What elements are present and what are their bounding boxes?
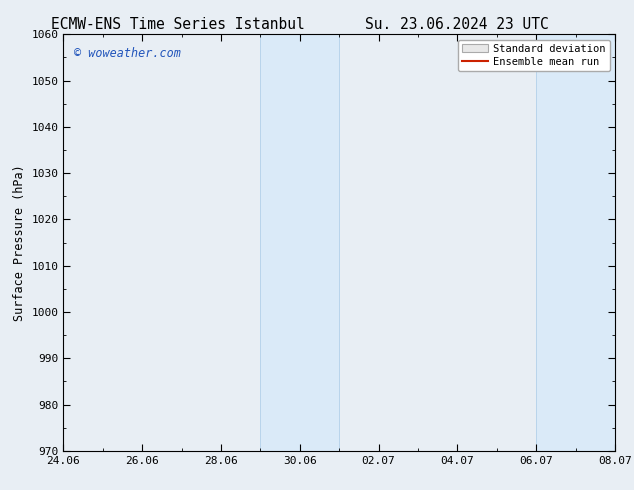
Bar xyxy=(536,34,615,451)
Y-axis label: Surface Pressure (hPa): Surface Pressure (hPa) xyxy=(13,164,26,321)
Legend: Standard deviation, Ensemble mean run: Standard deviation, Ensemble mean run xyxy=(458,40,610,71)
Text: Su. 23.06.2024 23 UTC: Su. 23.06.2024 23 UTC xyxy=(365,17,548,32)
Text: © woweather.com: © woweather.com xyxy=(74,47,181,60)
Bar xyxy=(261,34,339,451)
Text: ECMW-ENS Time Series Istanbul: ECMW-ENS Time Series Istanbul xyxy=(51,17,304,32)
